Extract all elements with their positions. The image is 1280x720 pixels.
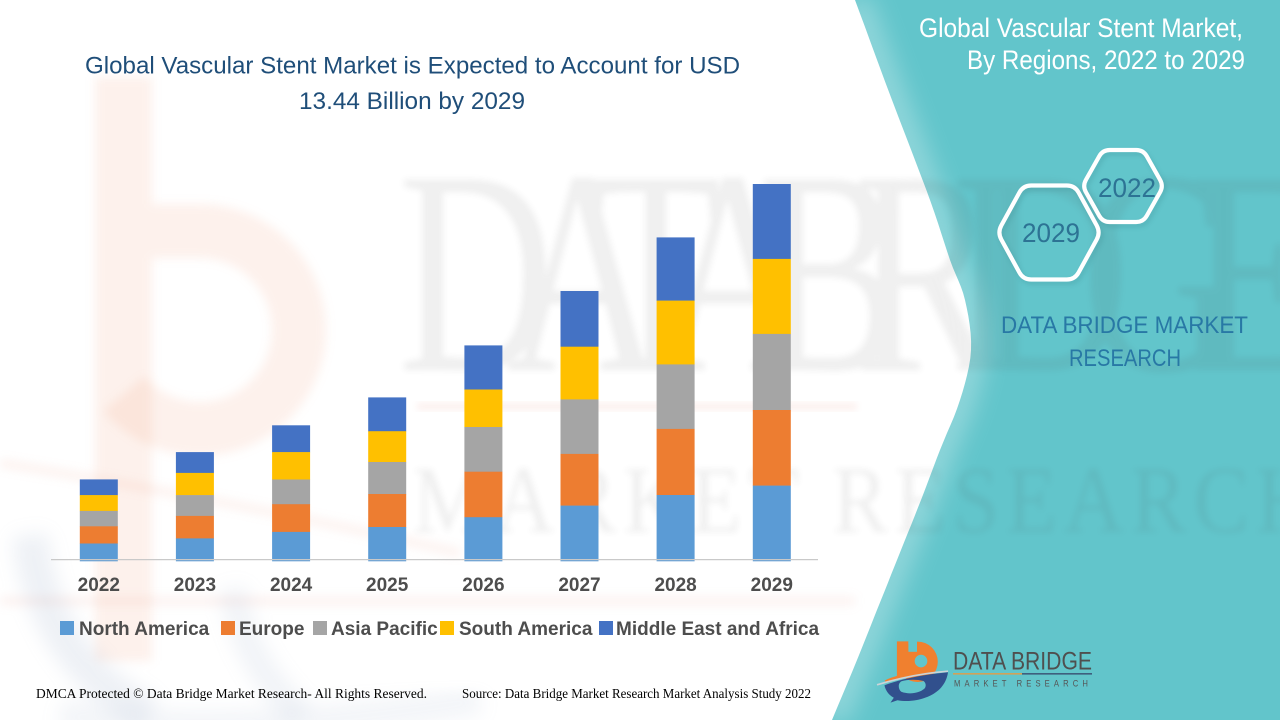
- svg-text:2027: 2027: [558, 575, 600, 596]
- svg-text:Global Vascular Stent Market i: Global Vascular Stent Market is Expected…: [85, 53, 740, 80]
- svg-text:2028: 2028: [654, 575, 696, 596]
- svg-text:2022: 2022: [1098, 173, 1156, 203]
- svg-text:Global Vascular Stent Market,: Global Vascular Stent Market,: [919, 13, 1243, 43]
- svg-text:MARKET RESEARCH: MARKET RESEARCH: [413, 447, 1280, 553]
- svg-text:DATA BRIDGE: DATA BRIDGE: [398, 111, 1280, 433]
- svg-text:Source: Data Bridge Market Res: Source: Data Bridge Market Research Mark…: [462, 687, 811, 702]
- svg-text:DATA BRIDGE: DATA BRIDGE: [953, 648, 1092, 676]
- svg-text:2024: 2024: [270, 575, 313, 596]
- svg-text:By Regions, 2022 to 2029: By Regions, 2022 to 2029: [967, 45, 1245, 75]
- svg-text:South America: South America: [459, 619, 593, 640]
- svg-text:2029: 2029: [1022, 218, 1080, 248]
- svg-text:13.44 Billion by 2029: 13.44 Billion by 2029: [299, 88, 525, 115]
- svg-text:2023: 2023: [174, 575, 216, 596]
- svg-text:MARKET RESEARCH: MARKET RESEARCH: [954, 679, 1092, 690]
- svg-text:2025: 2025: [366, 575, 409, 596]
- svg-text:RESEARCH: RESEARCH: [1069, 345, 1181, 372]
- svg-text:Europe: Europe: [239, 619, 304, 640]
- svg-text:Middle East and Africa: Middle East and Africa: [616, 619, 819, 640]
- svg-text:2029: 2029: [751, 575, 793, 596]
- svg-text:DATA BRIDGE MARKET: DATA BRIDGE MARKET: [1001, 312, 1248, 339]
- svg-text:2022: 2022: [78, 575, 120, 596]
- svg-text:North America: North America: [79, 619, 210, 640]
- svg-text:Asia Pacific: Asia Pacific: [331, 619, 438, 640]
- svg-text:DMCA Protected © Data Bridge M: DMCA Protected © Data Bridge Market Rese…: [36, 687, 427, 702]
- svg-text:2026: 2026: [462, 575, 504, 596]
